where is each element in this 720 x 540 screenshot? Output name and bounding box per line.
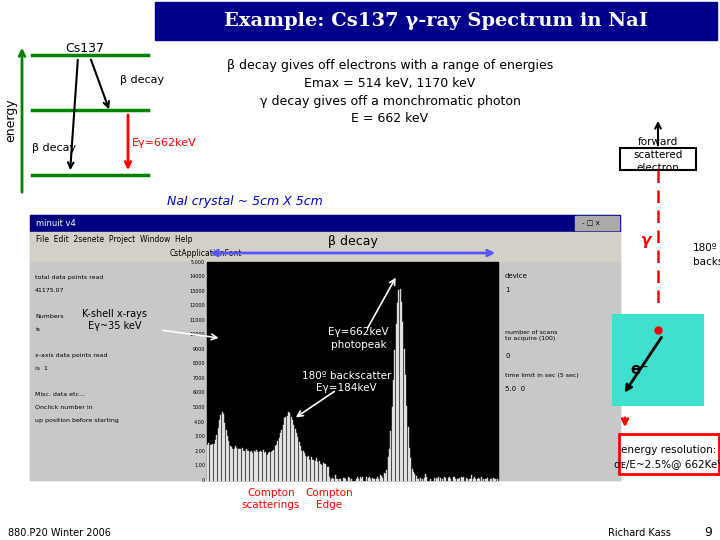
FancyBboxPatch shape <box>619 434 719 474</box>
Text: 5,000: 5,000 <box>191 260 205 265</box>
Text: forward
scattered
electron: forward scattered electron <box>634 137 683 173</box>
Text: Example: Cs137 γ-ray Spectrum in NaI: Example: Cs137 γ-ray Spectrum in NaI <box>224 12 648 30</box>
Text: CstApplicationFont: CstApplicationFont <box>170 249 243 259</box>
Text: Numbers: Numbers <box>35 314 63 319</box>
Text: K-shell x-rays
Eγ~35 keV: K-shell x-rays Eγ~35 keV <box>83 309 148 331</box>
Text: β decay: β decay <box>32 143 76 153</box>
Text: energy: energy <box>4 98 17 142</box>
Text: 2,00: 2,00 <box>194 448 205 454</box>
Text: σᴇ/E~2.5%@ 662KeV: σᴇ/E~2.5%@ 662KeV <box>614 459 720 469</box>
Text: 7000: 7000 <box>192 376 205 381</box>
Text: 14000: 14000 <box>189 274 205 279</box>
Text: γ: γ <box>641 233 651 247</box>
Text: E = 662 keV: E = 662 keV <box>351 112 428 125</box>
Bar <box>155 2 717 40</box>
Bar <box>620 148 696 170</box>
Text: Emax = 514 keV, 1170 keV: Emax = 514 keV, 1170 keV <box>305 77 476 90</box>
Bar <box>207 262 498 480</box>
Text: 9000: 9000 <box>193 347 205 352</box>
Text: 5000: 5000 <box>192 405 205 410</box>
Text: Compton
scatterings: Compton scatterings <box>242 488 300 510</box>
Bar <box>30 215 620 480</box>
Bar <box>575 216 619 230</box>
Text: 5.0  0: 5.0 0 <box>505 386 525 392</box>
Text: Misc. data etc...: Misc. data etc... <box>35 392 85 397</box>
Bar <box>30 246 620 262</box>
Text: β decay gives off electrons with a range of energies: β decay gives off electrons with a range… <box>227 58 553 71</box>
Text: File  Edit  2senete  Project  Window  Help: File Edit 2senete Project Window Help <box>36 234 192 244</box>
Text: 180º
backscatter: 180º backscatter <box>693 244 720 267</box>
Text: 11000: 11000 <box>189 318 205 322</box>
Text: is: is <box>35 327 40 332</box>
Text: device: device <box>505 273 528 279</box>
Bar <box>30 215 620 232</box>
Text: 0: 0 <box>505 353 510 359</box>
Text: Richard Kass: Richard Kass <box>608 528 671 538</box>
Text: 6000: 6000 <box>192 390 205 395</box>
Text: 3,00: 3,00 <box>194 434 205 439</box>
Text: 880.P20 Winter 2006: 880.P20 Winter 2006 <box>8 528 111 538</box>
Text: time limit in sec (5 sec): time limit in sec (5 sec) <box>505 373 579 378</box>
Text: x-axis data points read: x-axis data points read <box>35 353 107 358</box>
Text: Onclick number in: Onclick number in <box>35 405 93 410</box>
Bar <box>30 262 205 480</box>
Text: NaI crystal ~ 5cm X 5cm: NaI crystal ~ 5cm X 5cm <box>167 195 323 208</box>
Text: 1,00: 1,00 <box>194 463 205 468</box>
Text: minuit v4: minuit v4 <box>36 219 76 227</box>
Text: 180º backscatter
Eγ=184keV: 180º backscatter Eγ=184keV <box>302 370 392 393</box>
Text: number of scans
to acquire (100): number of scans to acquire (100) <box>505 330 557 341</box>
Bar <box>500 262 620 480</box>
Text: Compton
Edge: Compton Edge <box>305 488 353 510</box>
Text: 4,00: 4,00 <box>194 420 205 424</box>
Text: total data points read: total data points read <box>35 275 104 280</box>
Text: β decay: β decay <box>120 75 164 85</box>
Text: Cs137: Cs137 <box>66 42 104 55</box>
Text: β decay: β decay <box>328 235 377 248</box>
Text: 9: 9 <box>704 526 712 539</box>
Bar <box>613 315 703 405</box>
Text: e⁻: e⁻ <box>631 362 649 377</box>
Text: 41175.07: 41175.07 <box>35 288 65 293</box>
Text: 12000: 12000 <box>189 303 205 308</box>
Text: 13000: 13000 <box>189 288 205 294</box>
Text: up position before starting: up position before starting <box>35 418 119 423</box>
Text: 10000: 10000 <box>189 332 205 337</box>
Text: 0: 0 <box>202 477 205 483</box>
Bar <box>30 232 620 246</box>
Text: energy resolution:: energy resolution: <box>621 445 716 455</box>
Text: Eγ=662keV
photopeak: Eγ=662keV photopeak <box>328 327 389 349</box>
Text: - □ x: - □ x <box>582 220 600 226</box>
Text: Eγ=662keV: Eγ=662keV <box>132 138 197 148</box>
Text: γ decay gives off a monchromatic photon: γ decay gives off a monchromatic photon <box>260 94 521 107</box>
Text: is  1: is 1 <box>35 366 48 371</box>
Text: 8000: 8000 <box>192 361 205 366</box>
Text: 1: 1 <box>505 287 510 293</box>
